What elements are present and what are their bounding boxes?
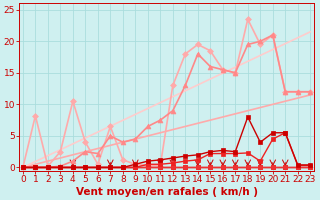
X-axis label: Vent moyen/en rafales ( km/h ): Vent moyen/en rafales ( km/h )	[76, 187, 258, 197]
